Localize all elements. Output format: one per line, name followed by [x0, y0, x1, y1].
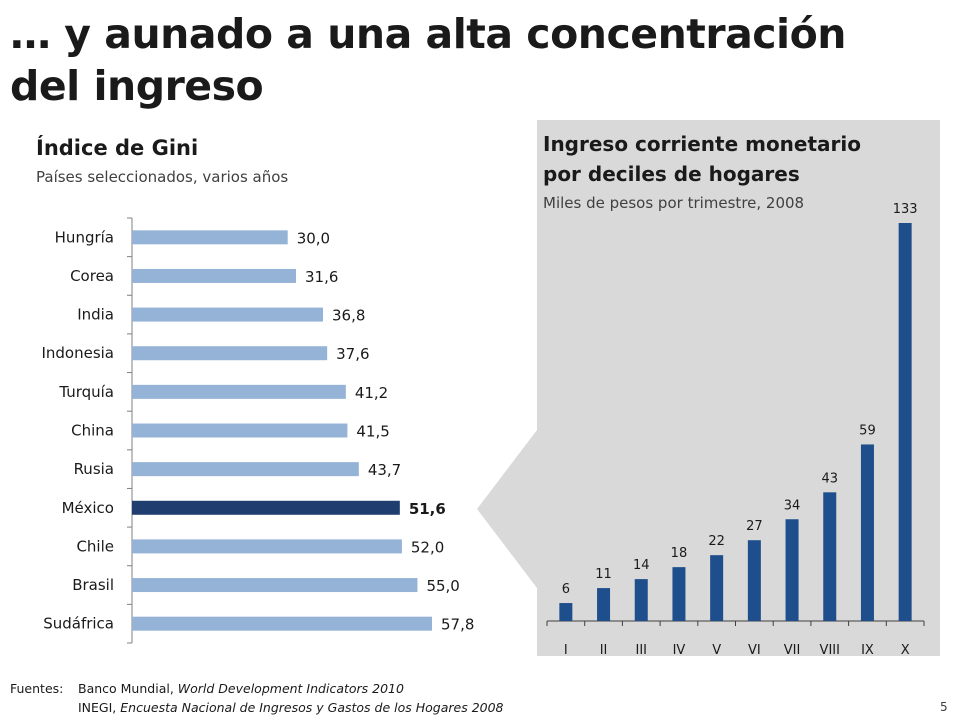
gini-bar: [132, 230, 288, 245]
decile-category-label: IX: [861, 643, 874, 658]
decile-category-label: VIII: [820, 643, 840, 658]
decile-bar: [559, 603, 573, 621]
decile-chart-subtitle: Miles de pesos por trimestre, 2008: [543, 194, 805, 212]
decile-bar: [634, 579, 648, 621]
gini-category-label: Hungría: [55, 228, 114, 246]
decile-value-label: 27: [746, 519, 763, 534]
gini-chart-subtitle: Países seleccionados, varios años: [36, 168, 289, 186]
source-2-title: Encuesta Nacional de Ingresos y Gastos d…: [120, 700, 504, 715]
source-1-org: Banco Mundial,: [78, 681, 178, 696]
gini-bar-highlight: [132, 500, 400, 515]
decile-value-label: 34: [784, 498, 801, 513]
gini-category-label: Corea: [70, 267, 114, 285]
decile-chart-title-line-2: por deciles de hogares: [543, 162, 800, 186]
source-2: INEGI, Encuesta Nacional de Ingresos y G…: [78, 698, 504, 717]
gini-category-label: Chile: [76, 537, 114, 555]
source-2-org: INEGI,: [78, 700, 121, 715]
gini-category-label: Turquía: [58, 383, 114, 401]
decile-bar: [597, 588, 611, 621]
gini-bar: [132, 578, 418, 593]
decile-bar: [785, 519, 799, 621]
gini-category-label: Brasil: [72, 576, 114, 594]
gini-bar: [132, 307, 324, 322]
slide-title: … y aunado a una alta concentración del …: [10, 8, 846, 112]
decile-bar: [747, 540, 761, 621]
gini-value-label: 31,6: [305, 268, 338, 286]
decile-value-label: 14: [633, 558, 650, 573]
gini-value-label: 37,6: [336, 345, 369, 363]
gini-bar: [132, 423, 348, 438]
decile-bar: [710, 555, 724, 621]
decile-bar: [672, 567, 686, 621]
gini-category-label: China: [71, 422, 114, 440]
gini-bar: [132, 346, 328, 361]
decile-category-label: VI: [748, 643, 761, 658]
decile-value-label: 6: [562, 582, 570, 597]
gini-category-label: Indonesia: [41, 344, 114, 362]
gini-category-label: México: [62, 499, 114, 517]
gini-bar: [132, 384, 346, 399]
decile-category-label: IV: [673, 643, 686, 658]
decile-value-label: 11: [595, 567, 612, 582]
decile-category-label: II: [600, 643, 608, 658]
gini-value-label: 55,0: [426, 577, 459, 595]
gini-chart-title: Índice de Gini: [36, 136, 199, 160]
gini-category-label: Sudáfrica: [43, 615, 114, 633]
gini-value-label: 43,7: [368, 461, 401, 479]
decile-category-label: V: [712, 643, 721, 658]
source-1-title: World Development Indicators 2010: [177, 681, 404, 696]
decile-category-label: VII: [784, 643, 801, 658]
gini-category-label: India: [77, 306, 114, 324]
decile-value-label: 22: [708, 534, 725, 549]
source-1: Banco Mundial, World Development Indicat…: [78, 679, 404, 698]
slide-title-line-2: del ingreso: [10, 62, 264, 110]
page-number: 5: [940, 700, 948, 714]
gini-bar: [132, 268, 297, 283]
gini-value-label: 52,0: [411, 538, 444, 556]
sources-label: Fuentes:: [10, 681, 64, 696]
decile-category-label: I: [564, 643, 568, 658]
decile-value-label: 133: [893, 202, 918, 217]
gini-bar: [132, 616, 432, 631]
decile-bar: [860, 444, 874, 621]
decile-bar: [823, 492, 837, 621]
decile-value-label: 18: [671, 546, 688, 561]
gini-bar: [132, 539, 402, 554]
decile-chart-title: Ingreso corriente monetario por deciles …: [543, 129, 861, 189]
gini-bar: [132, 462, 359, 477]
gini-value-label: 30,0: [297, 229, 330, 247]
decile-value-label: 59: [859, 423, 876, 438]
decile-category-label: X: [901, 643, 910, 658]
decile-category-label: III: [635, 643, 647, 658]
decile-value-label: 43: [821, 471, 838, 486]
decile-chart-title-line-1: Ingreso corriente monetario: [543, 132, 861, 156]
decile-bar: [898, 223, 912, 621]
gini-category-label: Rusia: [74, 460, 114, 478]
gini-value-label: 41,2: [355, 384, 388, 402]
slide-title-line-1: … y aunado a una alta concentración: [10, 10, 846, 58]
gini-value-label: 57,8: [441, 616, 474, 634]
gini-value-label: 41,5: [356, 423, 389, 441]
gini-value-label: 51,6: [409, 500, 446, 518]
gini-value-label: 36,8: [332, 307, 365, 325]
